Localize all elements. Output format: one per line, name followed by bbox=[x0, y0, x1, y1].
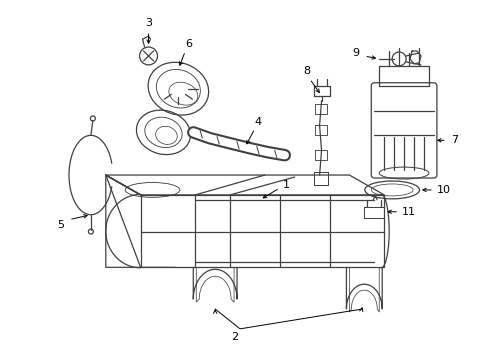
Text: 7: 7 bbox=[450, 135, 457, 145]
Text: 3: 3 bbox=[145, 18, 152, 28]
Text: 2: 2 bbox=[231, 332, 238, 342]
Text: 1: 1 bbox=[282, 180, 289, 190]
Text: 8: 8 bbox=[303, 66, 309, 76]
Text: 6: 6 bbox=[184, 39, 191, 49]
Text: 9: 9 bbox=[351, 48, 359, 58]
Text: 10: 10 bbox=[436, 185, 450, 195]
Text: 4: 4 bbox=[254, 117, 261, 127]
Text: 11: 11 bbox=[401, 207, 415, 217]
Text: 5: 5 bbox=[58, 220, 64, 230]
